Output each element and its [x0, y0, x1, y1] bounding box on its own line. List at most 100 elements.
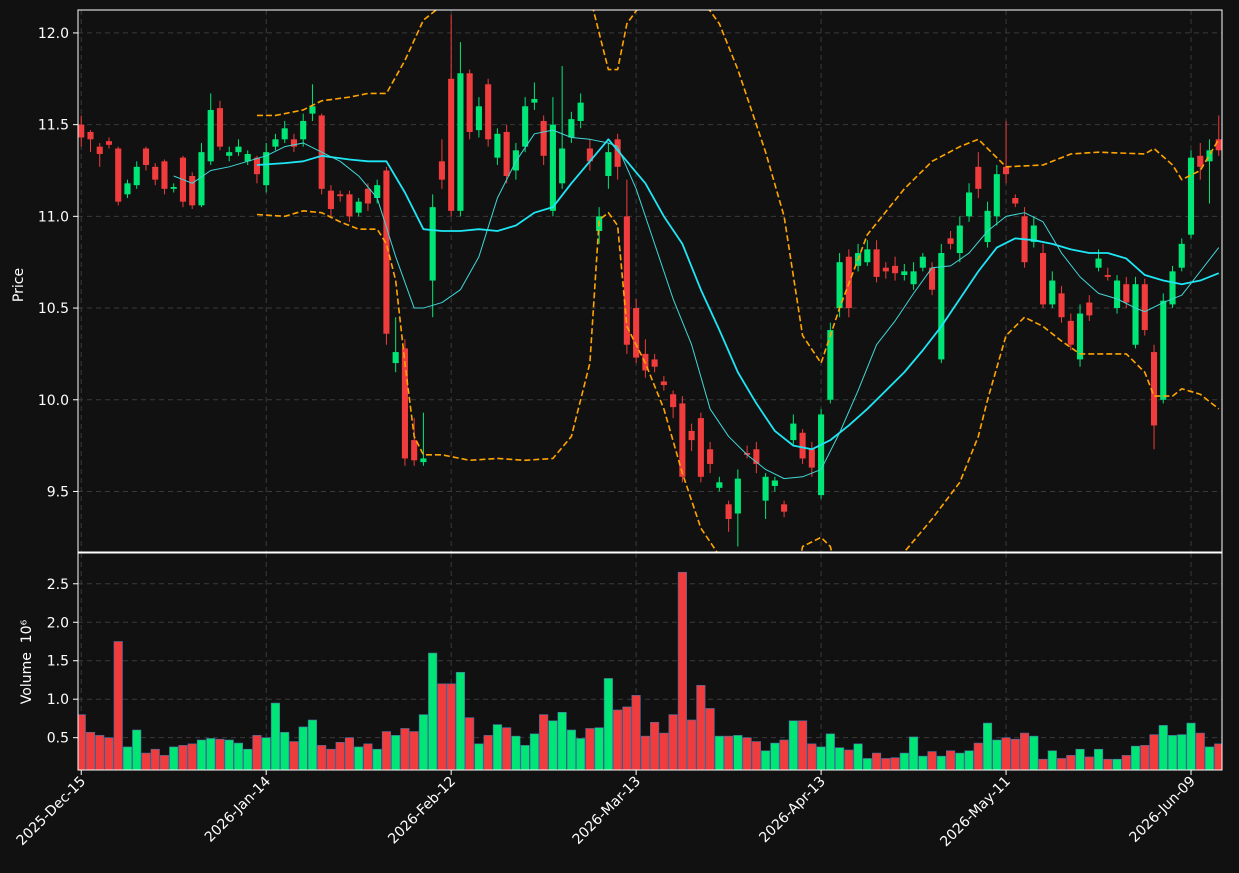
- volume-bar: [853, 743, 863, 770]
- overlay-line: [256, 10, 1220, 364]
- candle-body: [290, 139, 297, 147]
- candle-body: [485, 84, 492, 140]
- candle-body: [549, 124, 556, 211]
- candle-body: [1178, 243, 1185, 268]
- candle-body: [226, 152, 233, 156]
- volume-bar: [539, 714, 549, 770]
- volume-bar: [1075, 748, 1085, 770]
- y-tick-label: 10.5: [38, 301, 69, 317]
- x-tick-label: 2026-May-11: [937, 774, 1014, 851]
- y-tick-label: 9.5: [47, 484, 69, 500]
- volume-bar: [742, 737, 752, 770]
- volume-bar: [705, 708, 715, 770]
- volume-bar: [178, 745, 188, 770]
- volume-bar: [973, 742, 983, 770]
- candle-body: [688, 430, 695, 441]
- candle-body: [1215, 139, 1222, 151]
- candle-body: [105, 141, 113, 145]
- candle-body: [1003, 166, 1010, 175]
- volume-bar: [1047, 750, 1057, 770]
- candle-body: [309, 106, 316, 114]
- volume-bar: [298, 726, 308, 770]
- volume-bar: [825, 733, 835, 770]
- candle-body: [1076, 313, 1084, 360]
- candle-body: [799, 432, 806, 459]
- volume-bar: [187, 743, 197, 770]
- candle-body: [901, 271, 908, 276]
- candle-body: [623, 216, 630, 345]
- candle-body: [827, 330, 834, 400]
- candle-body: [364, 188, 371, 204]
- grid: [78, 10, 1222, 770]
- candle-body: [1104, 275, 1111, 277]
- y-tick-label: 1.5: [47, 654, 69, 670]
- volume-bar: [446, 683, 456, 770]
- volume-bar: [289, 741, 299, 770]
- x-tick-label: 2026-Feb-12: [385, 774, 459, 848]
- volume-bar: [659, 732, 669, 770]
- candle-body: [78, 124, 85, 138]
- candle-body: [938, 253, 945, 360]
- candle-body: [383, 170, 390, 334]
- volume-bar: [1167, 735, 1178, 770]
- volume-bar: [862, 758, 872, 770]
- volume-bar: [1186, 722, 1196, 770]
- candle-body: [1132, 284, 1139, 345]
- volume-bar: [714, 735, 724, 770]
- volume-bar: [1103, 758, 1113, 770]
- volume-bar: [307, 719, 317, 770]
- candle-body: [531, 98, 538, 103]
- volume-axis-label: Volume 10⁶: [19, 619, 35, 704]
- candle-body: [966, 192, 973, 217]
- candle-body: [1058, 293, 1065, 318]
- candle-body: [457, 73, 464, 211]
- volume-bar: [270, 702, 281, 770]
- volume-bar: [751, 741, 761, 770]
- volume-bar: [280, 731, 290, 770]
- candle-body: [716, 482, 723, 488]
- volume-bar: [243, 748, 253, 770]
- candle-body: [189, 175, 196, 206]
- volume-bar: [890, 757, 900, 770]
- candle-body: [392, 352, 399, 364]
- candle-body: [216, 108, 224, 147]
- candle-body: [744, 452, 751, 455]
- y-tick-label: 10.0: [38, 393, 69, 409]
- candle-body: [272, 139, 279, 147]
- volume-bar: [502, 727, 512, 770]
- candle-body: [1141, 284, 1148, 331]
- candle-body: [401, 348, 408, 459]
- candle-body: [660, 381, 667, 386]
- volume-bar: [1177, 734, 1187, 770]
- candle-body: [235, 146, 242, 153]
- candle-body: [984, 210, 991, 243]
- candle-body: [808, 449, 815, 468]
- volume-bar: [437, 683, 447, 770]
- candle-body: [420, 458, 427, 463]
- volume-bar: [770, 742, 780, 770]
- candle-body: [697, 418, 704, 477]
- volume-bar: [798, 720, 808, 770]
- volume-bar: [881, 758, 891, 770]
- candle-body: [559, 148, 566, 184]
- volume-bar: [1158, 725, 1168, 770]
- volume-bar: [983, 722, 993, 770]
- volume-bar: [548, 720, 558, 770]
- candle-body: [281, 128, 288, 140]
- candle-body: [1086, 302, 1093, 316]
- volume-bar: [78, 714, 86, 770]
- volume-bar: [159, 755, 170, 770]
- volume-bar: [788, 720, 798, 770]
- volume-bar: [1093, 748, 1104, 770]
- volume-bar: [529, 733, 539, 770]
- volume-bar: [520, 745, 530, 770]
- candle-body: [198, 152, 205, 206]
- y-tick-label: 11.5: [38, 118, 69, 134]
- candle-body: [133, 166, 140, 186]
- volume-bar: [169, 746, 179, 770]
- candle-body: [975, 166, 982, 189]
- volume-bar: [761, 750, 771, 770]
- volume-bar: [317, 745, 327, 770]
- volume-bar: [511, 735, 521, 770]
- volume-bar: [566, 729, 576, 770]
